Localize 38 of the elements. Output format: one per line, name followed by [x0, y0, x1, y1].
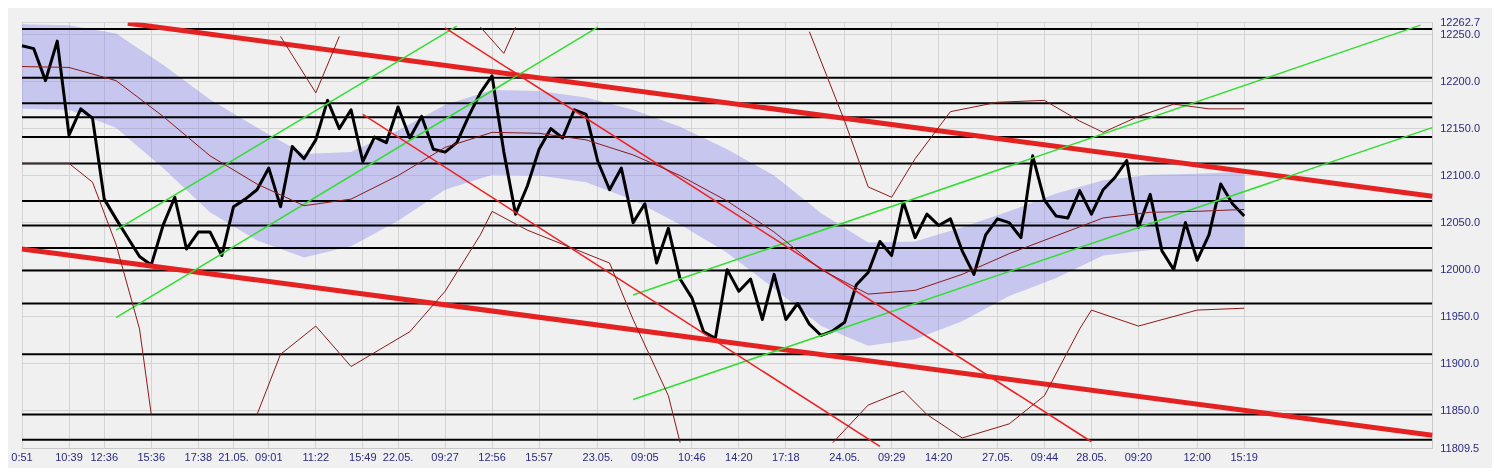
- y-tick-label: 12100.0: [1440, 168, 1480, 181]
- x-tick-label: 10:46: [678, 451, 706, 464]
- x-tick-label: 09:05: [631, 451, 659, 464]
- y-tick-label: 11809.5: [1440, 441, 1480, 454]
- y-tick-label: 12150.0: [1440, 121, 1480, 134]
- x-tick-label: 09:01: [255, 451, 283, 464]
- y-tick-label: 11950.0: [1440, 309, 1480, 322]
- x-tick-label: 28.05.: [1076, 451, 1107, 464]
- x-tick-label: 27.05.: [982, 451, 1013, 464]
- x-tick-label: 11:22: [302, 451, 330, 464]
- x-tick-label: 17:38: [184, 451, 213, 464]
- y-tick-label: 11850.0: [1440, 403, 1480, 416]
- x-tick-label: 21.05.: [218, 451, 249, 464]
- x-tick-label: 15:57: [525, 451, 553, 464]
- x-tick-label: 23.05.: [582, 451, 614, 464]
- x-tick-label: 0:51: [11, 451, 33, 464]
- x-tick-label: 22.05.: [382, 451, 414, 464]
- y-tick-label: 12200.0: [1440, 74, 1480, 87]
- x-tick-label: 14:20: [924, 451, 953, 464]
- x-tick-label: 15:36: [137, 451, 166, 464]
- x-tick-label: 12:56: [478, 451, 506, 464]
- y-tick-label: 12000.0: [1440, 262, 1480, 275]
- x-tick-label: 24.05.: [829, 451, 860, 464]
- y-tick-label: 12262.7: [1440, 15, 1480, 28]
- y-tick-label: 12250.0: [1440, 27, 1480, 40]
- x-tick-label: 12:00: [1183, 451, 1211, 464]
- x-tick-label: 14:20: [725, 451, 753, 464]
- y-tick-label: 12050.0: [1440, 215, 1480, 228]
- y-tick-label: 11900.0: [1440, 356, 1480, 369]
- x-tick-label: 15:19: [1230, 451, 1258, 464]
- x-tick-label: 12:36: [90, 451, 119, 464]
- x-tick-label: 09:44: [1030, 451, 1059, 464]
- x-tick-label: 15:49: [349, 451, 377, 464]
- x-tick-label: 09:20: [1124, 451, 1153, 464]
- x-tick-label: 17:18: [772, 451, 800, 464]
- x-tick-label: 09:29: [877, 451, 906, 464]
- x-tick-label: 09:27: [431, 451, 459, 464]
- x-tick-label: 10:39: [55, 451, 83, 464]
